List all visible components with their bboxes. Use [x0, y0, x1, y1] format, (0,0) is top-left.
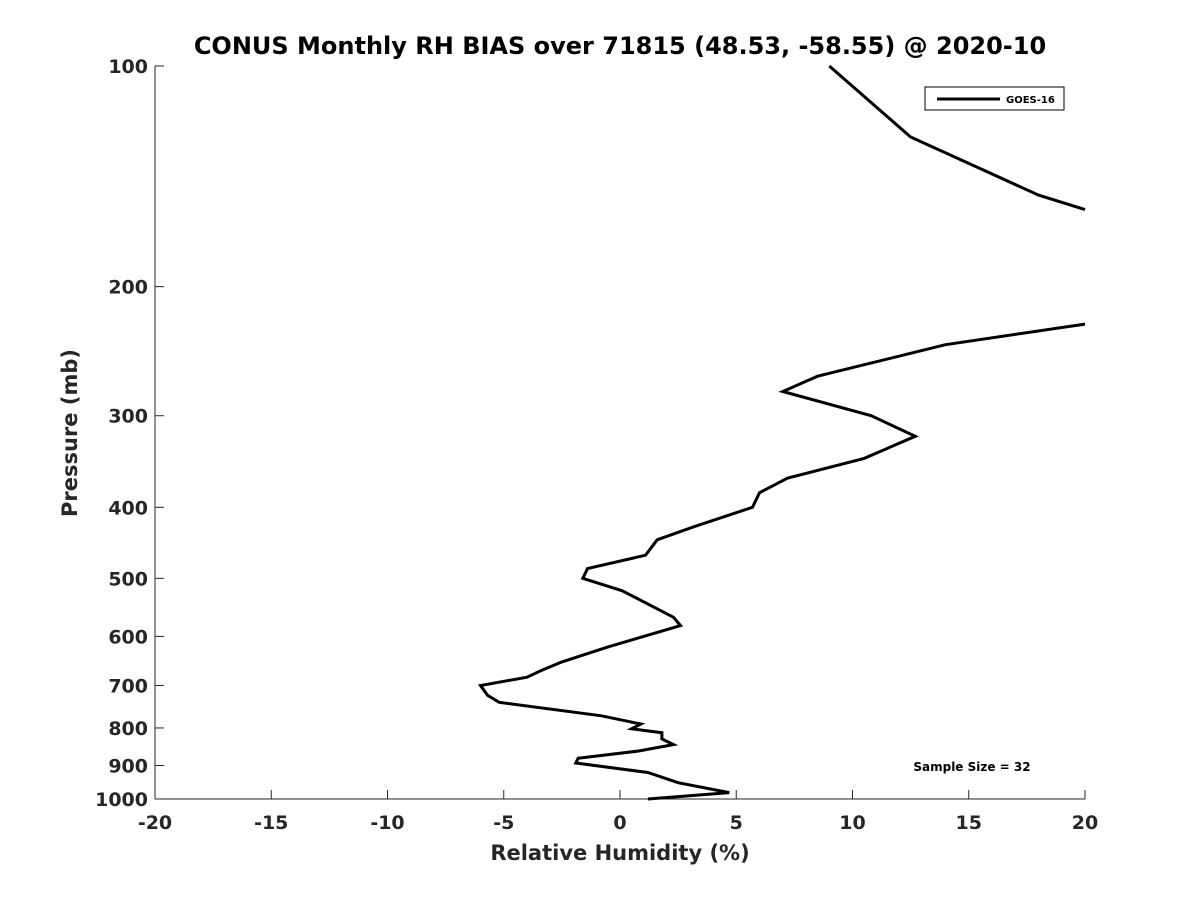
- x-tick-label: -15: [254, 812, 288, 834]
- y-tick-label: 900: [108, 755, 148, 777]
- y-tick-label: 700: [108, 675, 148, 697]
- series-line-goes16: [828, 64, 1086, 212]
- x-tick-label: 20: [1072, 812, 1098, 834]
- x-tick-label: -20: [138, 812, 172, 834]
- x-tick-label: 0: [613, 812, 626, 834]
- y-tick-label: 100: [108, 56, 148, 78]
- x-tick-label: 5: [730, 812, 743, 834]
- sample-size-annotation: Sample Size = 32: [913, 760, 1030, 774]
- y-tick-label: 200: [108, 277, 148, 299]
- x-tick-label: -5: [493, 812, 514, 834]
- y-tick-label: 300: [108, 406, 148, 428]
- chart-title: CONUS Monthly RH BIAS over 71815 (48.53,…: [194, 32, 1046, 60]
- y-axis-label: Pressure (mb): [58, 349, 82, 517]
- series-layer: [477, 64, 1086, 801]
- legend-entry-goes16: GOES-16: [1006, 95, 1055, 106]
- x-tick-label: 15: [956, 812, 982, 834]
- legend: GOES-16: [924, 86, 1065, 111]
- y-tick-label: 500: [108, 568, 148, 590]
- x-tick-label: -10: [370, 812, 404, 834]
- y-tick-label: 800: [108, 718, 148, 740]
- axes: -20 -15 -10 -5 0 5 10 15 20 100 200 300 400 500 600 700…: [95, 56, 1098, 834]
- y-tick-label: 1000: [95, 789, 148, 811]
- x-tick-label: 10: [839, 812, 865, 834]
- y-tick-label: 400: [108, 497, 148, 519]
- y-tick-label: 600: [108, 626, 148, 648]
- series-line-goes16: [477, 322, 1086, 801]
- x-axis-label: Relative Humidity (%): [490, 841, 749, 865]
